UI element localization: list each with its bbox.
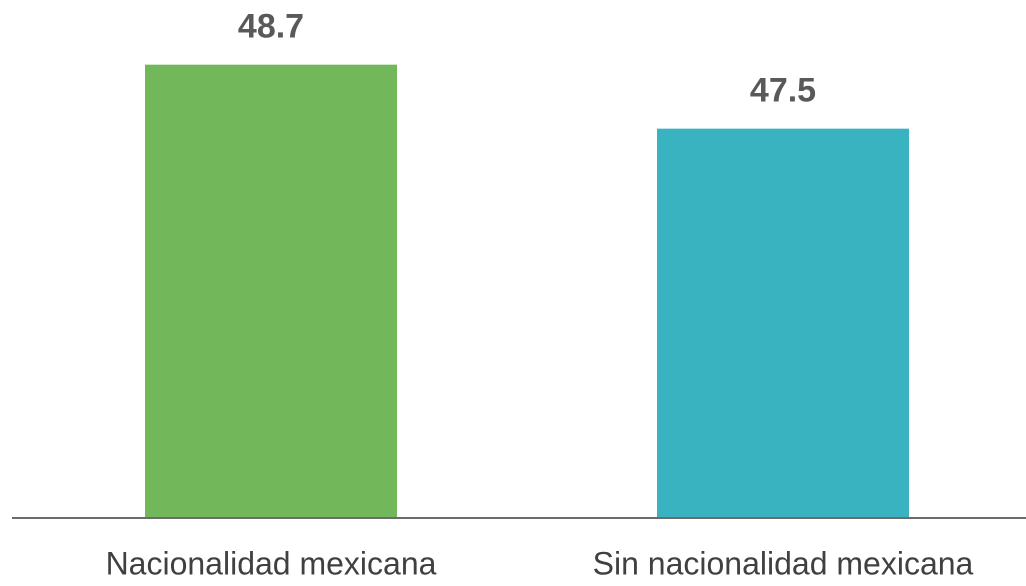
x-tick-label: Nacionalidad mexicana [106, 545, 437, 581]
bar [145, 64, 397, 519]
value-label: 47.5 [750, 72, 816, 110]
bar [657, 128, 909, 518]
value-label: 48.7 [238, 8, 304, 46]
x-tick-label: Sin nacionalidad mexicana [593, 545, 974, 581]
